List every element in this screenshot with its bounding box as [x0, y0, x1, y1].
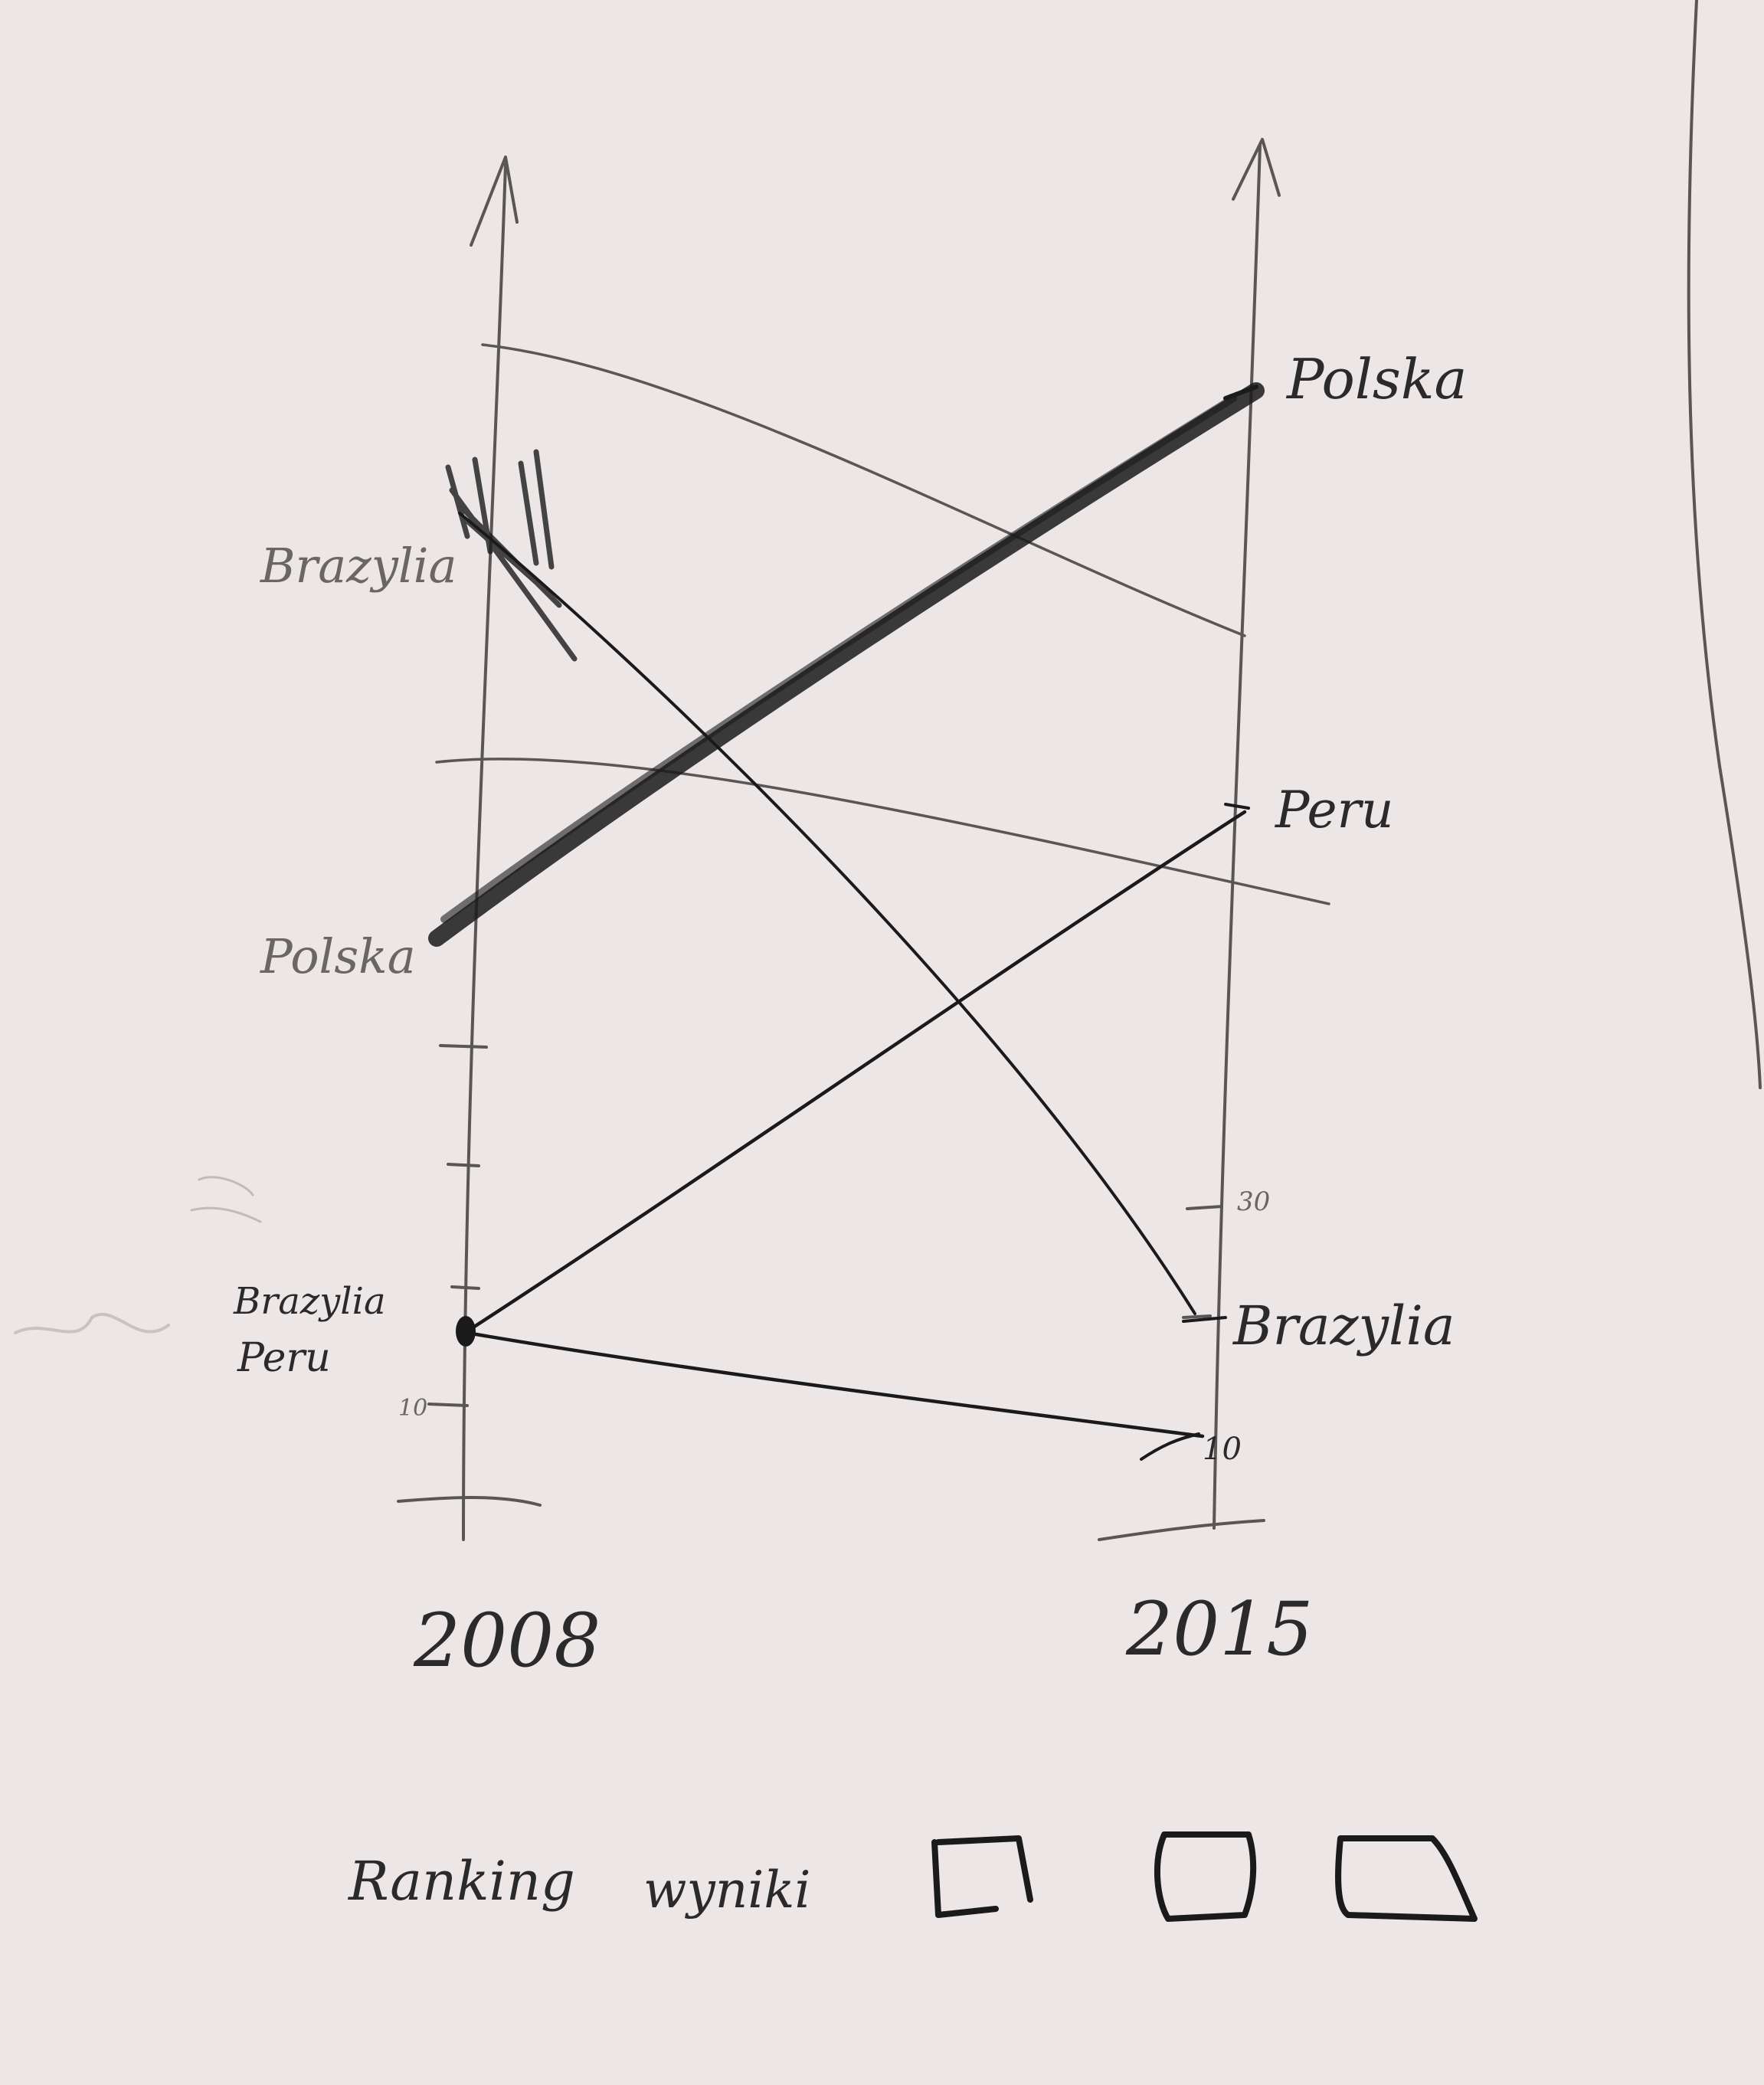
left-tick [447, 1163, 480, 1167]
label-left-bottom-2: Peru [237, 1335, 331, 1381]
label-left-mid: Polska [260, 928, 416, 984]
series-line-lower [465, 1331, 1205, 1439]
left-tick [450, 1285, 480, 1290]
footer-box-3 [1335, 1835, 1478, 1922]
footer-box-2 [1154, 1831, 1257, 1922]
unlabeled-curve-upper [481, 343, 1246, 637]
right-year-label: 2015 [1125, 1586, 1313, 1672]
right-axis-base [1098, 1519, 1265, 1541]
right-axis-arrow [1232, 138, 1281, 201]
brazylia-arrow-head [1182, 1316, 1227, 1323]
right-tick [1182, 1314, 1212, 1319]
lower-arrow-head [1140, 1432, 1200, 1461]
label-left-top: Brazylia [260, 538, 457, 594]
label-left-bottom-1: Brazylia [233, 1280, 386, 1323]
page-edge-line [1687, 0, 1762, 1089]
peru-right-end [1224, 803, 1250, 810]
footer-box-1 [931, 1835, 1033, 1918]
series-line-polska-shade [440, 394, 1237, 923]
left-year-label: 2008 [413, 1598, 601, 1684]
left-tick [439, 1044, 488, 1049]
footer-word-wyniki: wyniki [643, 1861, 811, 1920]
erased-smudge [190, 1176, 262, 1223]
series-line-brazylia [458, 512, 1196, 1315]
left-start-dot [456, 1316, 476, 1347]
left-tick [427, 1403, 469, 1407]
right-axis [1213, 144, 1262, 1530]
label-right-top: Polska [1285, 347, 1467, 411]
label-right-mid: Peru [1275, 781, 1394, 840]
series-line-peru [465, 810, 1247, 1334]
erased-smudge [14, 1312, 170, 1334]
right-tick [1186, 1205, 1223, 1210]
label-right-tick-upper: 30 [1237, 1187, 1270, 1217]
unlabeled-curve-middle [435, 758, 1330, 905]
label-right-tick-lower: 10 [1203, 1432, 1242, 1467]
series-line-polska [428, 382, 1265, 947]
label-right-bottom: Brazylia [1232, 1295, 1455, 1357]
brazylia-scribble [445, 449, 578, 662]
left-axis-arrow [470, 155, 519, 247]
polska-right-end [1223, 385, 1258, 401]
footer-word-ranking: Ranking [347, 1850, 575, 1913]
left-axis-base [397, 1496, 542, 1507]
label-left-tick: 10 [398, 1395, 427, 1422]
